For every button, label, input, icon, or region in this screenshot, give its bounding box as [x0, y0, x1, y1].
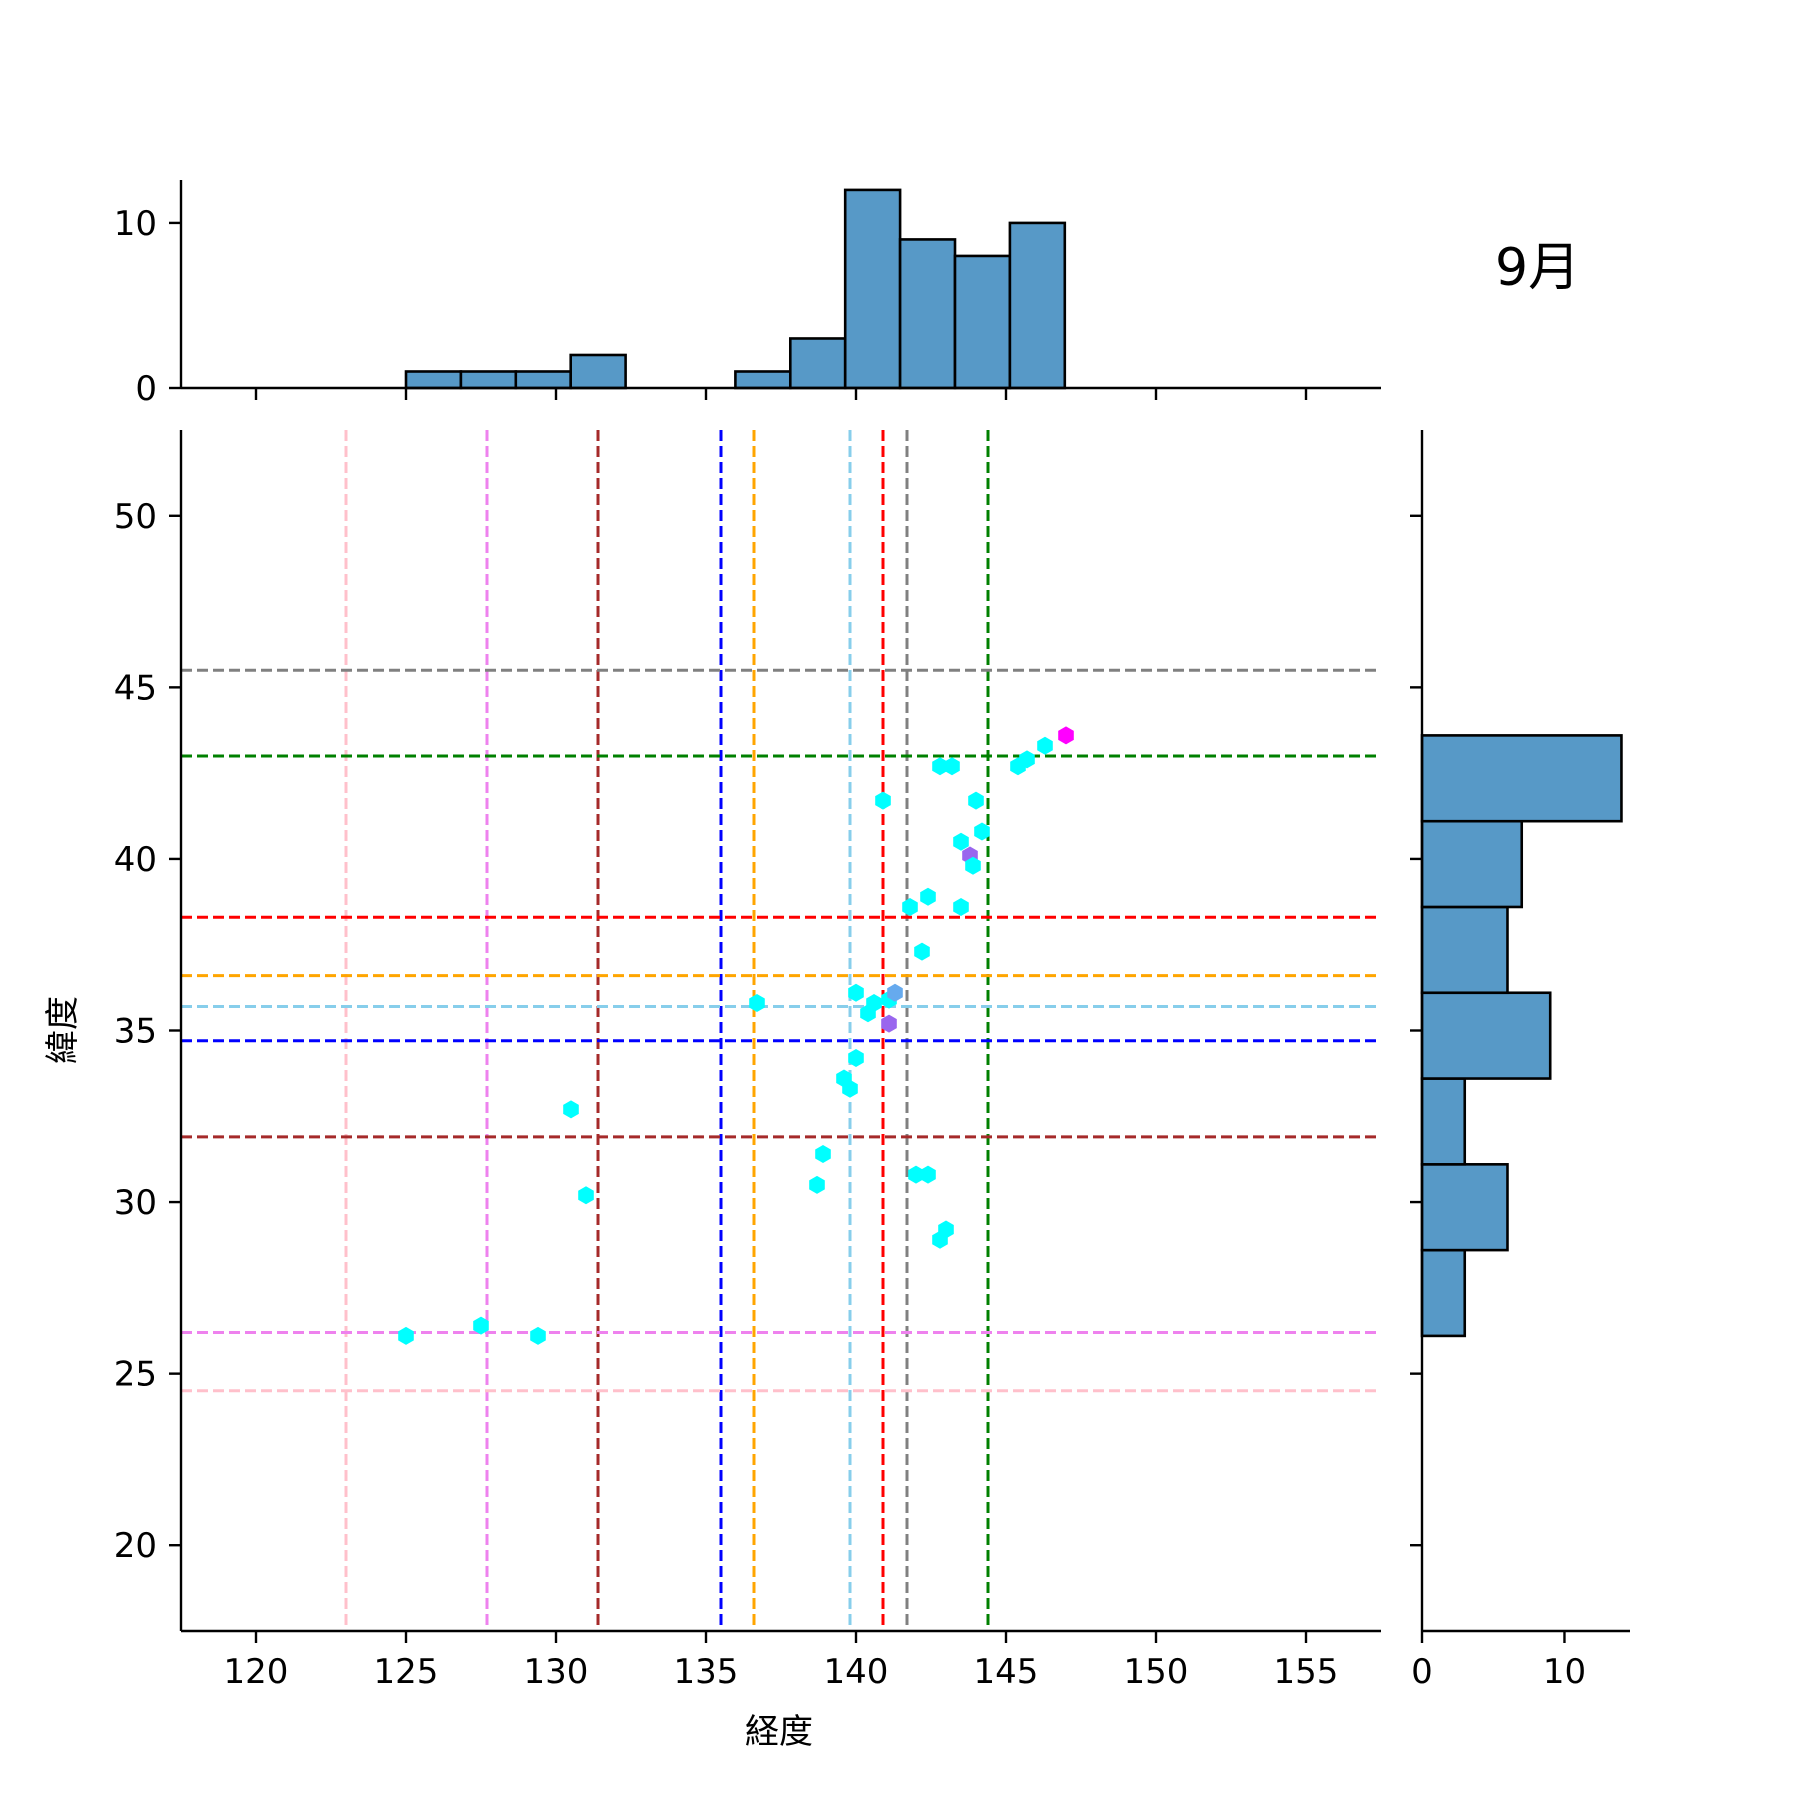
month-annotation: 9月	[1495, 238, 1580, 298]
scatter-point	[1058, 726, 1074, 745]
scatter-point	[953, 832, 969, 851]
scatter-point	[902, 898, 918, 916]
histogram-bar	[1420, 734, 1623, 823]
y-axis-label: 緯度	[43, 996, 83, 1064]
histogram-bar	[843, 188, 902, 390]
histogram-bar	[1420, 819, 1524, 909]
y-tick-label: 50	[114, 497, 157, 537]
scatter-point	[965, 856, 981, 875]
x-tick-label: 130	[524, 1652, 589, 1692]
histogram-bar	[734, 370, 792, 390]
scatter-point	[881, 1014, 897, 1033]
scatter-point	[920, 887, 936, 906]
scatter-point	[848, 983, 864, 1002]
histogram-bar	[1420, 905, 1509, 995]
scatter-point	[848, 1049, 864, 1067]
scatter-point	[938, 1220, 954, 1239]
y-tick-label: 35	[114, 1012, 157, 1052]
scatter-point	[953, 898, 969, 916]
histogram-bar	[1420, 1077, 1467, 1166]
y-tick-label: 45	[114, 668, 157, 708]
right-hist-x-tick-label: 0	[1411, 1652, 1433, 1692]
x-tick-label: 150	[1124, 1652, 1189, 1692]
x-tick-label: 155	[1274, 1652, 1339, 1692]
scatter-point	[944, 757, 960, 776]
scatter-point	[530, 1326, 546, 1345]
scatter-point	[932, 757, 948, 776]
axes: 120 125 130 135 140 145 150 155 20 25 30 35 40 45 50 0 1…	[114, 180, 1630, 1692]
x-tick-label: 145	[974, 1652, 1039, 1692]
y-tick-label: 20	[114, 1526, 157, 1566]
scatter-point	[974, 822, 990, 841]
scatter-point	[842, 1079, 858, 1098]
histogram-bar	[1008, 221, 1067, 390]
scatter-point	[914, 942, 930, 961]
scatter-point	[563, 1100, 579, 1119]
histogram-bar	[953, 254, 1012, 390]
right-histogram	[1420, 734, 1623, 1338]
scatter-point	[908, 1165, 924, 1184]
scatter-point	[815, 1145, 831, 1163]
histogram-bar	[788, 337, 847, 390]
x-tick-label: 140	[824, 1652, 889, 1692]
scatter-point	[398, 1326, 414, 1345]
x-tick-label: 125	[374, 1652, 439, 1692]
histogram-bar	[1420, 1248, 1467, 1338]
scatter-point	[1037, 736, 1053, 755]
histogram-bar	[404, 370, 463, 390]
top-histogram	[404, 188, 1067, 390]
histogram-bar	[569, 353, 627, 390]
scatter-point	[578, 1186, 594, 1205]
scatter-point	[1019, 750, 1035, 769]
x-axis-label: 経度	[745, 1712, 813, 1752]
histogram-bar	[459, 370, 518, 390]
top-hist-y-tick-label: 10	[114, 204, 157, 244]
scatter-point	[875, 791, 891, 810]
right-hist-x-tick-label: 10	[1543, 1652, 1586, 1692]
reference-lines	[181, 430, 1381, 1631]
x-tick-label: 120	[224, 1652, 289, 1692]
y-tick-label: 30	[114, 1183, 157, 1223]
histogram-bar	[1420, 1163, 1509, 1252]
histogram-bar	[514, 370, 572, 390]
scatter-point	[809, 1175, 825, 1194]
scatter-point	[749, 994, 765, 1012]
top-hist-y-tick-label: 0	[135, 369, 157, 409]
y-tick-label: 25	[114, 1355, 157, 1395]
histogram-bar	[898, 238, 957, 390]
scatter-point	[920, 1165, 936, 1184]
scatter-point	[887, 983, 903, 1002]
scatter-plot	[398, 726, 1074, 1345]
scatter-point	[968, 791, 984, 810]
y-tick-label: 40	[114, 840, 157, 880]
x-tick-label: 135	[674, 1652, 739, 1692]
scatter-point	[473, 1316, 489, 1335]
histogram-bar	[1420, 991, 1552, 1080]
scatter-point	[866, 994, 882, 1012]
